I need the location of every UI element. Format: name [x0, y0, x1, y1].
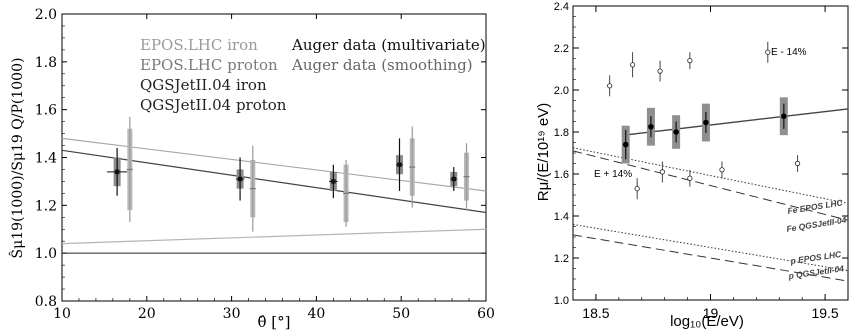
left-multivariate-point [451, 176, 456, 182]
legend-entry: EPOS.LHC iron [140, 36, 258, 54]
right-plot-frame [572, 5, 849, 301]
left-x-tick-label: 20 [138, 306, 156, 322]
right-data-sys-box [646, 107, 655, 146]
left-y-axis-label: Ŝμ19(1000)/Sμ19 Q/P(1000) [8, 58, 26, 259]
right-data-point [781, 113, 787, 120]
left-y-tick-label: 1.6 [35, 103, 57, 119]
left-x-tick-label: 60 [477, 306, 495, 322]
left-x-axis-label: θ̂ [°] [257, 313, 290, 331]
left-y-tick-label: 1.4 [35, 151, 57, 167]
right-x-tick-label: 18.5 [582, 305, 609, 321]
right-x-tick-label: 19 [703, 305, 719, 321]
right-data-point [622, 141, 629, 148]
right-y-tick-label: 2.0 [554, 85, 569, 97]
right-model-line [572, 150, 849, 221]
left-model-lines [61, 137, 487, 254]
right-data-point [648, 123, 654, 130]
right-model-lines [572, 108, 849, 282]
right-shift-plus-point [719, 167, 725, 173]
right-model-line [572, 234, 849, 282]
legend-entry: EPOS.LHC proton [140, 56, 278, 74]
right-shift-plus-point [659, 169, 665, 175]
right-data-sys-box [621, 125, 630, 164]
left-y-tick-label: 1.0 [35, 246, 57, 262]
right-y-tick-label: 1.6 [554, 169, 569, 181]
left-x-tick-label: 10 [53, 306, 71, 322]
left-y-tick-label: 1.2 [35, 198, 57, 214]
left-data-points [106, 116, 470, 232]
annotation-e-minus: E - 14% [771, 47, 807, 58]
right-y-tick-label: 2.2 [554, 43, 569, 55]
left-y-tick-label: 2.0 [35, 7, 57, 23]
left-multivariate-point [237, 176, 243, 182]
legend-entry: Auger data (smoothing) [291, 56, 473, 74]
left-y-tick-label: 1.8 [35, 55, 57, 71]
right-model-line [572, 147, 849, 204]
right-data-point [703, 119, 709, 126]
right-model-line [572, 223, 849, 272]
left-multivariate-point [331, 179, 336, 184]
right-data-sys-box [779, 97, 788, 136]
right-shift-minus-point [607, 83, 613, 89]
left-model-line [61, 228, 487, 245]
left-ticks: 10 20 30 40 50 60 0.8 1.0 1.2 1.4 1.6 1.8 2.0 [35, 7, 495, 322]
right-x-tick-label: 19.5 [811, 305, 838, 321]
right-y-tick-label: 1.2 [554, 253, 569, 265]
left-chart: 10 20 30 40 50 60 0.8 1.0 1.2 1.4 1.6 1.8 2.0 EPOS.L… [8, 7, 495, 331]
legend-entry: QGSJetII.04 iron [140, 76, 267, 94]
model-label: Fe QGSJetII-04 [786, 215, 848, 234]
model-label: Fe EPOS LHC [787, 197, 844, 216]
right-shift-minus-point [765, 49, 771, 55]
right-y-tick-label: 1.0 [554, 295, 569, 307]
right-y-tick-label: 1.8 [554, 127, 569, 139]
annotation-e-plus: E + 14% [594, 169, 632, 180]
right-y-tick-label: 1.4 [554, 211, 569, 223]
right-shift-minus-point [629, 62, 636, 68]
right-x-axis-label: log₁₀(E/eV) [670, 313, 744, 330]
right-shift-plus-point [794, 160, 801, 167]
legend-entry: QGSJetII.04 proton [140, 96, 287, 114]
right-data-point [673, 129, 679, 135]
right-data-sys-box [701, 103, 710, 142]
left-multivariate-point [397, 162, 402, 167]
left-model-line [61, 137, 487, 192]
right-data-sys-box [672, 115, 681, 149]
left-x-tick-label: 50 [392, 306, 410, 322]
left-multivariate-point [114, 169, 120, 175]
right-y-axis-label: Rμ/(E/10¹⁹ eV) [535, 103, 552, 201]
right-shift-plus-point [634, 186, 640, 192]
right-data-points [607, 41, 801, 200]
legend-entry: Auger data (multivariate) [291, 36, 486, 54]
right-shift-minus-point [657, 68, 663, 74]
right-shift-minus-point [687, 57, 693, 64]
left-x-tick-label: 30 [223, 306, 241, 322]
model-label: p QGSJetII-04 [787, 263, 845, 281]
left-x-tick-label: 40 [307, 306, 325, 322]
left-legend: EPOS.LHC iron EPOS.LHC proton QGSJetII.04 … [140, 36, 486, 114]
left-model-line [61, 149, 487, 214]
right-fit-line [625, 108, 849, 136]
right-ticks: 18.5 19 19.5 1.0 1.2 1.4 1.6 1.8 2.0 2.2 2.4 [554, 1, 849, 321]
right-y-tick-label: 2.4 [554, 1, 569, 13]
left-y-tick-label: 0.8 [35, 294, 57, 310]
model-label: p EPOS LHC [789, 249, 843, 266]
right-shift-plus-point [687, 175, 693, 181]
